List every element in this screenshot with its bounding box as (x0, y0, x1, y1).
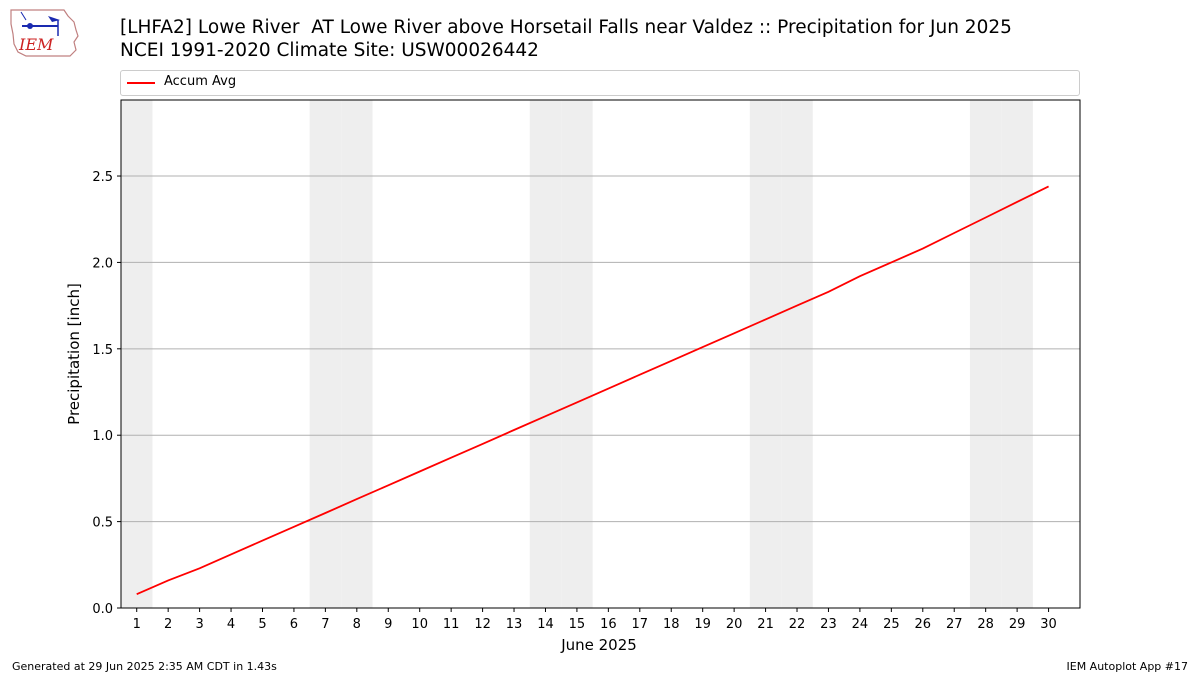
x-tick-label: 28 (977, 617, 994, 632)
x-tick-label: 23 (820, 617, 837, 632)
shaded-day-22 (781, 100, 813, 608)
y-tick-label: 2.0 (92, 256, 113, 271)
plot-frame (120, 99, 1081, 609)
x-tick-label: 27 (946, 617, 963, 632)
x-tick-label: 24 (852, 617, 869, 632)
x-tick-label: 15 (569, 617, 586, 632)
shaded-day-7 (309, 100, 342, 608)
y-tick-label: 1.0 (92, 429, 113, 444)
grid-lines (121, 175, 1080, 523)
x-tick-label: 11 (443, 617, 460, 632)
x-tick-label: 5 (258, 617, 266, 632)
shaded-day-8 (341, 100, 373, 608)
chart-subtitle: NCEI 1991-2020 Climate Site: USW00026442 (120, 40, 539, 61)
x-tick-label: 20 (726, 617, 743, 632)
x-tick-label: 10 (411, 617, 428, 632)
generated-timestamp: Generated at 29 Jun 2025 2:35 AM CDT in … (12, 660, 277, 673)
x-tick-label: 26 (915, 617, 932, 632)
x-tick-label: 17 (632, 617, 649, 632)
iem-logo: IEM (10, 9, 79, 57)
x-tick-label: 3 (195, 617, 203, 632)
x-axis-ticks: 1 2 3 4 5 6 7 8 9 10 11 12 13 14 15 16 17 18 19 20 21 22 23 24 2… (133, 608, 1057, 632)
legend: Accum Avg (120, 70, 1080, 96)
x-tick-label: 25 (883, 617, 900, 632)
x-tick-label: 9 (384, 617, 392, 632)
x-tick-label: 14 (537, 617, 554, 632)
legend-label-accum-avg: Accum Avg (164, 74, 237, 89)
shaded-day-1 (121, 100, 153, 608)
x-tick-label: 19 (694, 617, 711, 632)
x-tick-label: 13 (506, 617, 523, 632)
y-tick-label: 0.5 (92, 516, 113, 531)
x-tick-label: 1 (133, 617, 141, 632)
x-tick-label: 16 (600, 617, 617, 632)
series-layer (136, 185, 1049, 596)
x-tick-label: 6 (290, 617, 298, 632)
x-tick-label: 8 (353, 617, 361, 632)
app-credit: IEM Autoplot App #17 (1066, 660, 1189, 673)
x-tick-label: 18 (663, 617, 680, 632)
y-tick-label: 2.5 (92, 170, 113, 185)
legend-swatch-accum-avg (127, 82, 155, 84)
y-axis-label: Precipitation [inch] (65, 283, 83, 425)
shaded-day-28 (969, 100, 1002, 608)
x-tick-label: 22 (789, 617, 806, 632)
x-tick-label: 4 (227, 617, 235, 632)
weekend-shading (121, 100, 1033, 608)
chart-title: [LHFA2] Lowe River AT Lowe River above H… (120, 17, 1012, 38)
x-tick-label: 2 (164, 617, 172, 632)
series-line-0 (136, 185, 1049, 596)
x-tick-label: 30 (1040, 617, 1057, 632)
y-tick-label: 1.5 (92, 343, 113, 358)
x-axis-label: June 2025 (560, 636, 637, 654)
y-axis-ticks: 0.0 0.5 1.0 1.5 2.0 2.5 (92, 170, 121, 617)
shaded-day-21 (749, 100, 782, 608)
y-tick-label: 0.0 (92, 602, 113, 617)
shaded-day-29 (1001, 100, 1033, 608)
x-tick-label: 12 (474, 617, 491, 632)
x-tick-label: 29 (1009, 617, 1026, 632)
x-tick-label: 7 (321, 617, 329, 632)
shaded-day-14 (529, 100, 562, 608)
logo-text: IEM (18, 35, 54, 54)
shaded-day-15 (561, 100, 593, 608)
x-tick-label: 21 (757, 617, 774, 632)
